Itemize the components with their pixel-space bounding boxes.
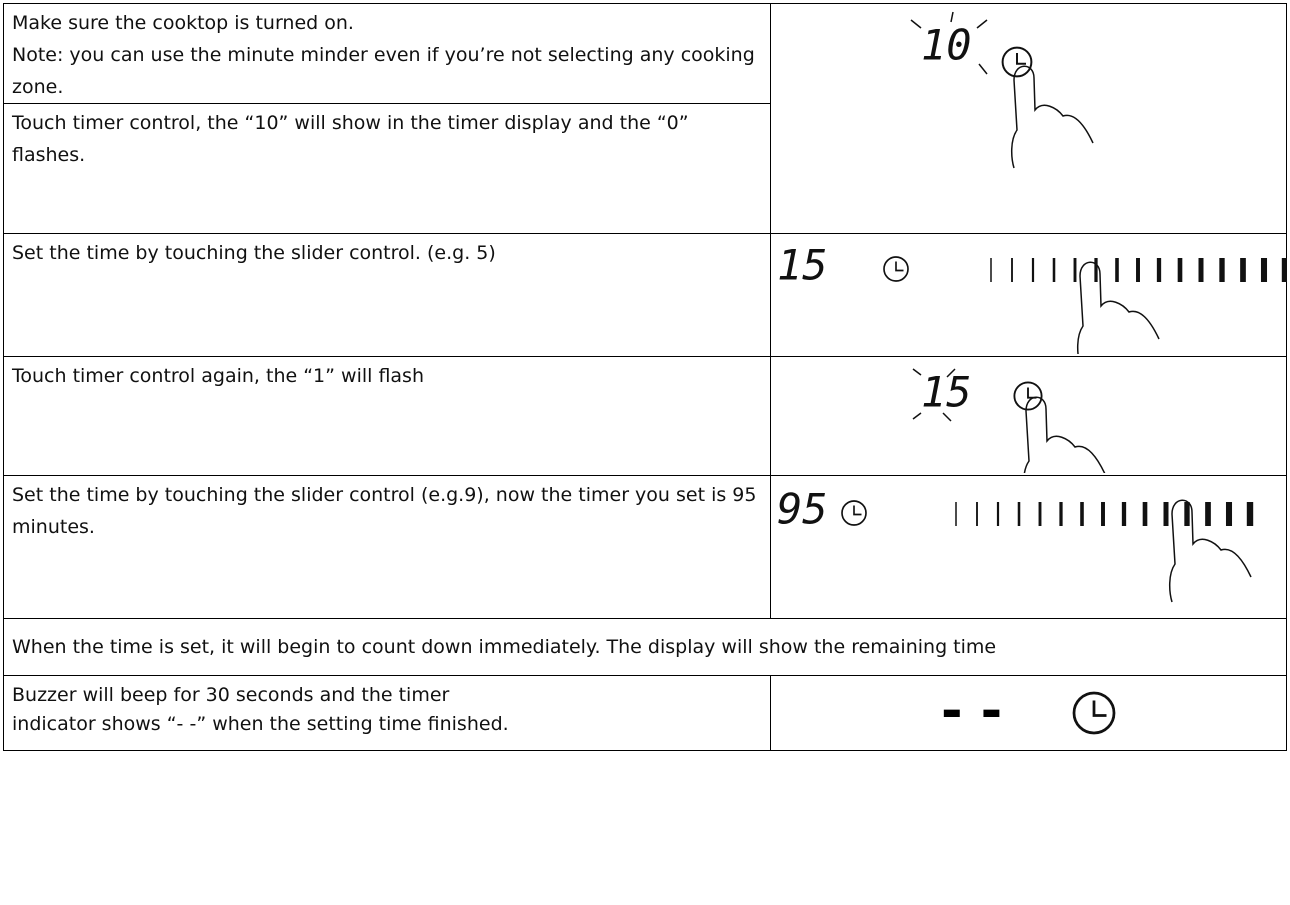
paragraph: Buzzer will beep for 30 seconds and the … [12, 684, 450, 706]
text-cell: Set the time by touching the slider cont… [3, 233, 771, 357]
illustration: 95 [777, 485, 1254, 603]
illustration-cell: 15 [770, 233, 1287, 357]
row: When the time is set, it will begin to c… [3, 618, 1287, 676]
paragraph: When the time is set, it will begin to c… [12, 636, 997, 658]
timer-display: 10 [921, 21, 972, 70]
paragraph: Note: you can use the minute minder even… [12, 44, 755, 98]
flash [976, 19, 988, 29]
clock-icon [883, 256, 909, 282]
text-cell: Make sure the cooktop is turned on. Note… [3, 3, 771, 104]
paragraph: Make sure the cooktop is turned on. [12, 12, 354, 34]
illustration-cell: 95 [770, 475, 1287, 619]
paragraph: indicator shows “- -” when the setting t… [12, 713, 509, 735]
flash [946, 368, 956, 378]
clock-icon [1001, 46, 1033, 78]
text-cell: Touch timer control again, the “1” will … [3, 356, 771, 476]
timer-display: 95 [777, 485, 828, 534]
illustration: 10 [910, 11, 1094, 169]
timer-display: 15 [921, 368, 972, 417]
clock-icon [841, 500, 867, 526]
row: Make sure the cooktop is turned on. Note… [3, 3, 1287, 234]
hand [1010, 65, 1094, 169]
timer-display: - - [941, 681, 1002, 741]
row: Set the time by touching the slider cont… [3, 475, 1287, 619]
paragraph: Touch timer control, the “10” will show … [12, 112, 689, 166]
paragraph: Touch timer control again, the “1” will … [12, 365, 424, 387]
clock-icon [1013, 381, 1043, 411]
illustration-cell: - - [770, 675, 1287, 751]
flash [912, 368, 922, 376]
row: Set the time by touching the slider cont… [3, 233, 1287, 357]
flash [912, 412, 922, 420]
flash [978, 63, 988, 75]
text-cell: When the time is set, it will begin to c… [3, 618, 1287, 676]
clock-icon [1072, 691, 1116, 735]
row: Buzzer will beep for 30 seconds and the … [3, 675, 1287, 751]
instruction-table: Make sure the cooktop is turned on. Note… [3, 3, 1287, 751]
flash [950, 11, 954, 23]
row: Touch timer control again, the “1” will … [3, 356, 1287, 476]
row: Touch timer control, the “10” will show … [3, 103, 1287, 234]
illustration: 15 [912, 368, 1106, 473]
text-cell: Set the time by touching the slider cont… [3, 475, 771, 619]
text-cell: Touch timer control, the “10” will show … [3, 103, 771, 234]
illustration: - - [941, 681, 1116, 741]
illustration-cell: 10 [770, 3, 1287, 234]
paragraph: Set the time by touching the slider cont… [12, 242, 496, 264]
flash [942, 412, 952, 422]
text-cell: Buzzer will beep for 30 seconds and the … [3, 675, 771, 751]
illustration-cell: 15 [770, 356, 1287, 476]
illustration: 15 [777, 241, 1287, 354]
timer-display: 15 [777, 241, 828, 290]
paragraph: Set the time by touching the slider cont… [12, 484, 757, 538]
flash [910, 19, 922, 29]
hand [1022, 396, 1106, 473]
